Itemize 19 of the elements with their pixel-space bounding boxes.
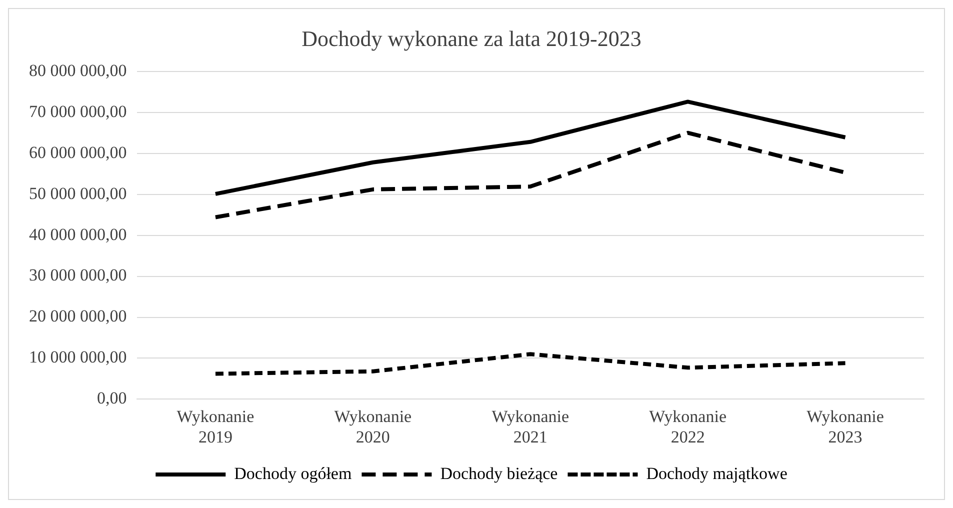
legend-label: Dochody majątkowe: [646, 464, 788, 483]
chart-title: Dochody wykonane za lata 2019-2023: [302, 26, 642, 51]
y-tick-label: 80 000 000,00: [29, 60, 127, 80]
y-tick-label: 70 000 000,00: [29, 102, 127, 121]
y-tick-label: 0,00: [97, 388, 127, 408]
y-tick-label: 10 000 000,00: [29, 348, 127, 367]
x-tick-label: Wykonanie 2021: [492, 406, 570, 446]
y-tick-label: 60 000 000,00: [29, 142, 127, 162]
x-tick-label: Wykonanie 2022: [649, 406, 726, 446]
y-tick-label: 50 000 000,00: [29, 184, 127, 203]
legend-label: Dochody ogółem: [234, 464, 352, 483]
y-tick-label: 30 000 000,00: [29, 266, 127, 285]
x-tick-label: Wykonanie 2023: [806, 406, 884, 446]
x-tick-label: Wykonanie 2019: [176, 406, 254, 446]
y-tick-label: 20 000 000,00: [29, 306, 127, 326]
x-tick-label: Wykonanie 2020: [334, 406, 412, 446]
y-tick-label: 40 000 000,00: [29, 224, 127, 244]
legend-label: Dochody bieżące: [440, 464, 558, 483]
line-series: [213, 352, 848, 376]
